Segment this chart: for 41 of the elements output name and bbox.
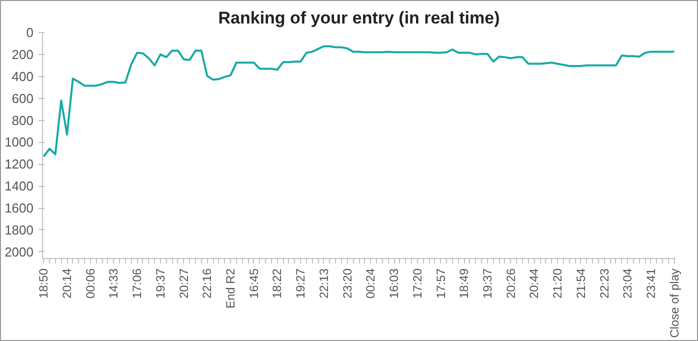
y-tick-label: 200 bbox=[12, 46, 34, 62]
x-tick-label: Close of play bbox=[667, 268, 682, 338]
y-tick-label: 1200 bbox=[4, 156, 34, 172]
x-tick-label: 16:45 bbox=[246, 268, 261, 299]
y-tick-label: 1400 bbox=[4, 178, 34, 194]
y-tick-label: 600 bbox=[12, 90, 34, 106]
x-tick-label: 21:54 bbox=[574, 268, 588, 299]
y-tick-label: 800 bbox=[12, 112, 34, 128]
x-tick-label: 18:50 bbox=[36, 268, 51, 299]
x-tick-label: 14:33 bbox=[106, 268, 121, 299]
y-tick-label: 400 bbox=[12, 68, 34, 84]
x-tick-label: 22:16 bbox=[200, 268, 214, 299]
x-tick-label: 21:20 bbox=[550, 268, 565, 299]
x-tick-label: 19:37 bbox=[153, 268, 168, 299]
x-tick-label: 18:22 bbox=[270, 268, 284, 299]
y-tick-label: 0 bbox=[26, 25, 34, 40]
x-tick-label: 23:41 bbox=[644, 268, 658, 299]
x-tick-label: 19:27 bbox=[294, 268, 308, 299]
x-tick-label: 17:57 bbox=[434, 268, 448, 299]
x-tick-label: 20:26 bbox=[504, 268, 518, 299]
y-tick-label: 1600 bbox=[4, 200, 34, 216]
x-tick-label: 23:04 bbox=[620, 268, 635, 299]
x-tick-label: 17:06 bbox=[130, 268, 144, 299]
x-tick-label: 17:20 bbox=[410, 268, 424, 299]
x-tick-label: 22:13 bbox=[316, 268, 331, 299]
x-tick-label: 19:37 bbox=[480, 268, 494, 299]
x-tick-label: 23:20 bbox=[340, 268, 354, 299]
x-tick-label: 16:03 bbox=[387, 268, 402, 299]
x-tick-label: 22:23 bbox=[597, 268, 612, 299]
x-tick-label: 18:49 bbox=[457, 268, 472, 299]
y-tick-label: 2000 bbox=[4, 244, 34, 260]
x-tick-label: 00:06 bbox=[83, 268, 98, 299]
y-tick-label: 1000 bbox=[4, 134, 34, 150]
x-tick-label: 20:27 bbox=[176, 268, 191, 299]
x-tick-label: End R2 bbox=[224, 268, 238, 309]
x-tick-label: 00:24 bbox=[364, 268, 378, 299]
chart-title: Ranking of your entry (in real time) bbox=[218, 8, 500, 28]
y-tick-label: 1800 bbox=[4, 222, 34, 238]
x-tick-label: 20:44 bbox=[527, 268, 542, 299]
x-tick-label: 20:14 bbox=[60, 268, 74, 299]
line-series bbox=[42, 45, 676, 158]
